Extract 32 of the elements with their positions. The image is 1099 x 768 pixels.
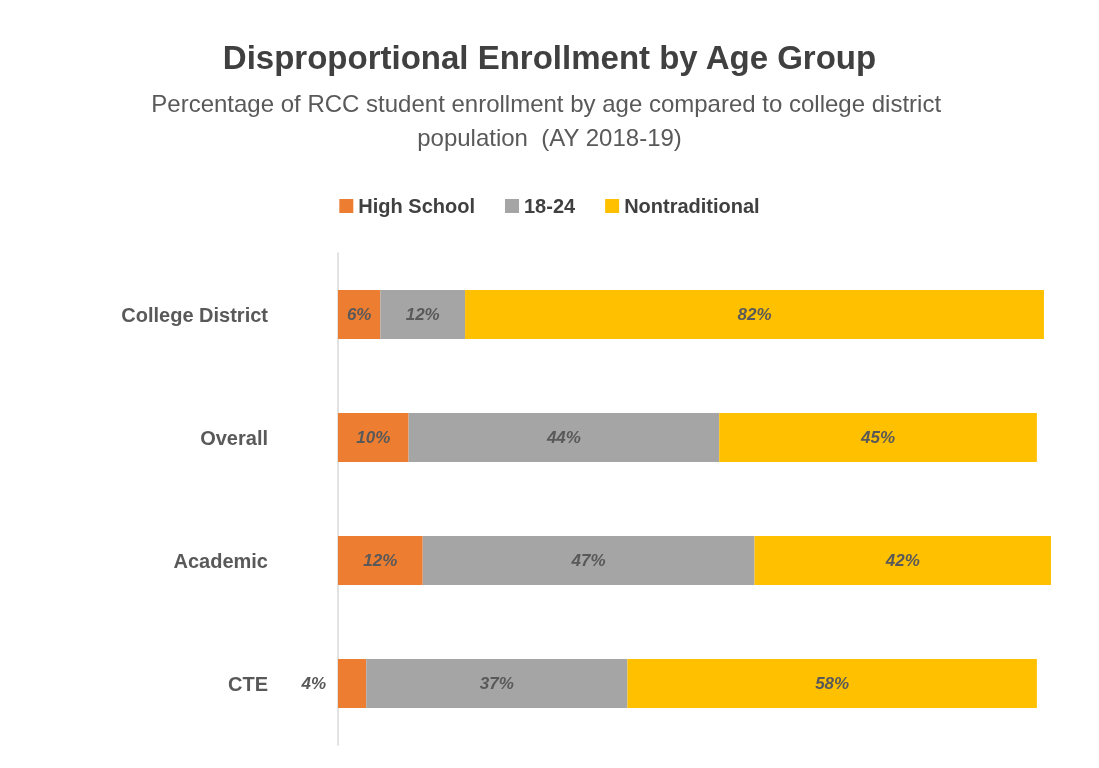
y-tick-label: Academic: [173, 549, 268, 572]
y-tick-label: CTE: [228, 672, 268, 695]
chart-subtitle: Percentage of RCC student enrollment by age compared to college district population (AY 2018-19): [151, 89, 948, 151]
data-label: 12%: [405, 305, 440, 324]
y-tick-label: Overall: [200, 426, 268, 449]
chart-title: Disproportional Enrollment by Age Group: [222, 39, 877, 76]
bar: [719, 412, 1037, 463]
data-label: 10%: [356, 428, 391, 447]
data-label: 82%: [737, 305, 772, 324]
data-label: 6%: [346, 305, 372, 324]
data-label: 47%: [570, 551, 606, 570]
bar: [380, 289, 466, 340]
bar: [366, 658, 628, 709]
legend-label: 18-24: [523, 195, 577, 217]
bar: [465, 289, 1044, 340]
data-label: 58%: [815, 674, 850, 693]
bar: [422, 535, 755, 586]
data-label: 42%: [884, 551, 920, 570]
bar: [754, 535, 1051, 586]
data-label: 4%: [300, 674, 326, 693]
legend-label: High School: [358, 195, 475, 217]
bar: [627, 658, 1037, 709]
data-label: 45%: [860, 428, 896, 447]
data-label: 44%: [545, 428, 581, 447]
y-tick-label: College District: [121, 303, 269, 326]
data-label: 12%: [363, 551, 398, 570]
bar: [338, 535, 423, 586]
legend-label: Nontraditional: [624, 195, 760, 217]
data-label: 37%: [479, 674, 514, 693]
bar: [408, 412, 720, 463]
bar: [338, 658, 367, 709]
bar: [338, 412, 409, 463]
